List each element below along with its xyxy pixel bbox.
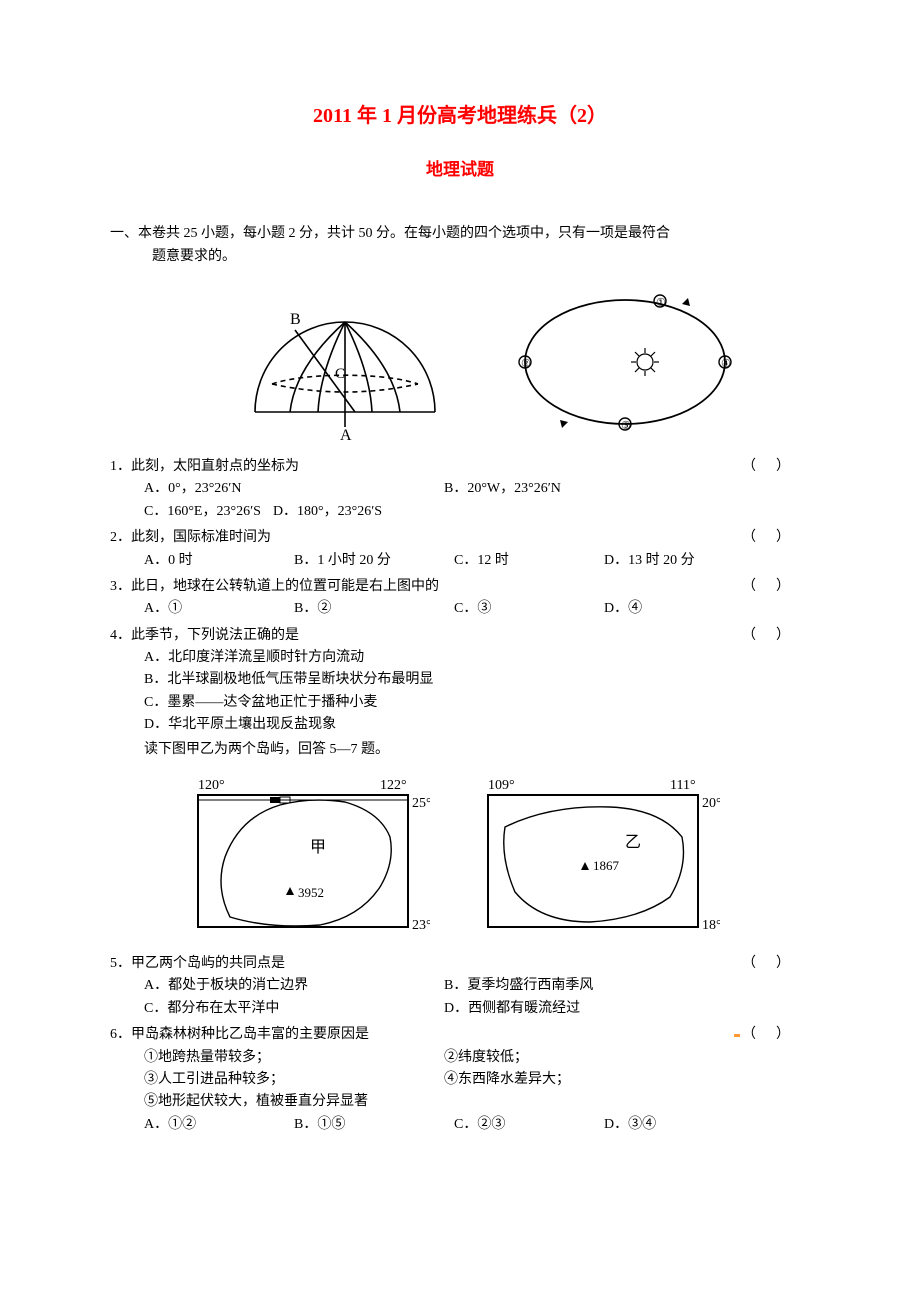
q6-sub3: ③人工引进品种较多；	[144, 1069, 444, 1091]
question-5: 5． 甲乙两个岛屿的共同点是 （） A．都处于板块的消亡边界 B．夏季均盛行西南…	[110, 953, 810, 1020]
q6-opt-C: C．②③	[454, 1114, 604, 1136]
map2-lon1: 109°	[488, 778, 515, 793]
q3-opt-B: B．②	[294, 598, 454, 620]
figure-orbit: ① ② ③ ④	[510, 282, 740, 442]
q1-text: 此刻，太阳直射点的坐标为	[131, 456, 732, 478]
map1-lat1: 25°	[412, 796, 430, 811]
q5-opt-A: A．都处于板块的消亡边界	[144, 975, 444, 997]
fig2-label-1: ①	[656, 297, 666, 309]
instr-5-7: 读下图甲乙为两个岛屿，回答 5—7 题。	[110, 739, 810, 761]
section-intro: 一、本卷共 25 小题，每小题 2 分，共计 50 分。在每小题的四个选项中，只…	[110, 223, 810, 268]
q4-opt-B: B．北半球副极地低气压带呈断块状分布最明显	[144, 669, 810, 691]
map2-peak: 1867	[593, 858, 620, 873]
q2-text: 此刻，国际标准时间为	[131, 527, 732, 549]
q6-paren: （）	[724, 1024, 810, 1046]
q5-num: 5．	[110, 953, 131, 975]
q6-sub1: ①地跨热量带较多；	[144, 1047, 444, 1069]
fig1-label-C: C	[335, 366, 345, 382]
q4-text: 此季节，下列说法正确的是	[131, 625, 732, 647]
q2-opt-B: B．1 小时 20 分	[294, 550, 454, 572]
q2-opt-A: A．0 时	[144, 550, 294, 572]
question-4: 4． 此季节，下列说法正确的是 （） A．北印度洋洋流呈顺时针方向流动 B．北半…	[110, 625, 810, 737]
q4-paren: （）	[732, 625, 810, 647]
figures-row: B C A ① ② ③ ④	[170, 282, 810, 442]
q1-num: 1．	[110, 456, 131, 478]
fig2-label-2: ②	[521, 358, 531, 370]
map1-lat2: 23°	[412, 918, 430, 933]
q1-opt-C: C．160°E，23°26′S	[144, 501, 261, 523]
q6-text: 甲岛森林树种比乙岛丰富的主要原因是	[131, 1024, 724, 1046]
intro-line2: 题意要求的。	[110, 249, 236, 264]
map2-lon2: 111°	[670, 778, 696, 793]
q2-paren: （）	[732, 527, 810, 549]
map2-lat1: 20°	[702, 796, 720, 811]
figure-hemisphere: B C A	[240, 282, 450, 442]
orange-dot-icon	[734, 1034, 740, 1037]
map2-lat2: 18°	[702, 918, 720, 933]
question-1: 1． 此刻，太阳直射点的坐标为 （） A．0°，23°26′N B．20°W，2…	[110, 456, 810, 523]
question-2: 2． 此刻，国际标准时间为 （） A．0 时 B．1 小时 20 分 C．12 …	[110, 527, 810, 572]
q5-opt-C: C．都分布在太平洋中	[144, 998, 444, 1020]
q2-opt-D: D．13 时 20 分	[604, 550, 695, 572]
map1-label: 甲	[310, 839, 326, 856]
q4-num: 4．	[110, 625, 131, 647]
q6-sub4: ④东西降水差异大；	[444, 1069, 570, 1091]
fig1-label-B: B	[290, 311, 301, 328]
intro-line1: 一、本卷共 25 小题，每小题 2 分，共计 50 分。在每小题的四个选项中，只…	[110, 226, 670, 241]
question-6: 6． 甲岛森林树种比乙岛丰富的主要原因是 （） ①地跨热量带较多； ②纬度较低；…	[110, 1024, 810, 1136]
q3-num: 3．	[110, 576, 131, 598]
q6-sub5: ⑤地形起伏较大，植被垂直分异显著	[144, 1091, 810, 1113]
fig2-label-3: ③	[621, 420, 631, 432]
map1-lon1: 120°	[198, 778, 225, 793]
q3-opt-C: C．③	[454, 598, 604, 620]
q4-opt-C: C．墨累——达令盆地正忙于播种小麦	[144, 692, 810, 714]
q2-num: 2．	[110, 527, 131, 549]
q3-text: 此日，地球在公转轨道上的位置可能是右上图中的	[131, 576, 732, 598]
q5-paren: （）	[732, 953, 810, 975]
page-subtitle: 地理试题	[110, 156, 810, 183]
q4-opt-D: D．华北平原土壤出现反盐现象	[144, 714, 810, 736]
map2-label: 乙	[625, 834, 641, 851]
map-jia: 120° 122° 25° 23° 甲 3952	[170, 767, 430, 947]
q5-text: 甲乙两个岛屿的共同点是	[131, 953, 732, 975]
q4-opt-A: A．北印度洋洋流呈顺时针方向流动	[144, 647, 810, 669]
page-title: 2011 年 1 月份高考地理练兵（2）	[110, 100, 810, 132]
maps-row: 120° 122° 25° 23° 甲 3952 109° 111° 20° 1…	[170, 767, 810, 947]
q2-opt-C: C．12 时	[454, 550, 604, 572]
map1-lon2: 122°	[380, 778, 407, 793]
q5-opt-B: B．夏季均盛行西南季风	[444, 975, 593, 997]
q1-opt-B: B．20°W，23°26′N	[444, 478, 561, 500]
fig2-label-4: ④	[721, 358, 731, 370]
q1-opt-A: A．0°，23°26′N	[144, 478, 444, 500]
fig1-label-A: A	[340, 427, 352, 442]
map-yi: 109° 111° 20° 18° 乙 1867	[460, 767, 720, 947]
q6-sub2: ②纬度较低；	[444, 1047, 528, 1069]
q6-opt-D: D．③④	[604, 1114, 656, 1136]
q1-opt-D: D．180°，23°26′S	[273, 501, 382, 523]
map1-peak: 3952	[298, 885, 324, 900]
q6-opt-A: A．①②	[144, 1114, 294, 1136]
question-3: 3． 此日，地球在公转轨道上的位置可能是右上图中的 （） A．① B．② C．③…	[110, 576, 810, 621]
q3-paren: （）	[732, 576, 810, 598]
q3-opt-A: A．①	[144, 598, 294, 620]
q1-paren: （）	[732, 456, 810, 478]
q5-opt-D: D．西侧都有暖流经过	[444, 998, 580, 1020]
q6-num: 6．	[110, 1024, 131, 1046]
q6-opt-B: B．①⑤	[294, 1114, 454, 1136]
q3-opt-D: D．④	[604, 598, 642, 620]
